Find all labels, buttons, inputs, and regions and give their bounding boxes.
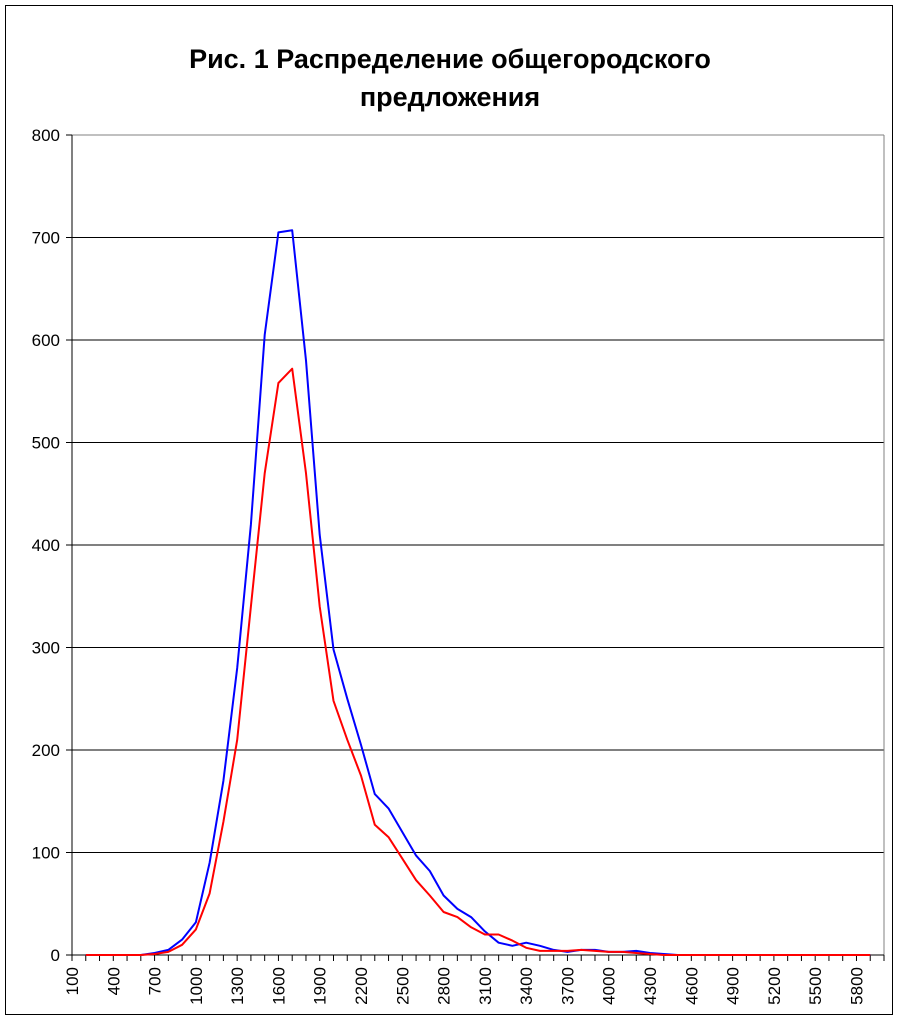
y-tick-label: 200	[32, 741, 60, 760]
y-tick-label: 300	[32, 639, 60, 658]
x-tick-label: 400	[104, 967, 123, 995]
x-tick-label: 4600	[682, 967, 701, 1005]
axis-layer	[66, 134, 885, 961]
x-tick-label: 2800	[435, 967, 454, 1005]
x-tick-label: 700	[146, 967, 165, 995]
y-tick-label: 400	[32, 536, 60, 555]
x-tick-label: 2200	[352, 967, 371, 1005]
x-tick-label: 3100	[476, 967, 495, 1005]
series-line-2	[85, 367, 871, 956]
x-tick-label: 5500	[806, 967, 825, 1005]
x-tick-label: 1300	[228, 967, 247, 1005]
x-tick-label: 2500	[393, 967, 412, 1005]
series-line-1	[85, 229, 871, 956]
x-tick-label: 5200	[765, 967, 784, 1005]
x-tick-label: 4000	[600, 967, 619, 1005]
x-tick-label: 1600	[269, 967, 288, 1005]
x-tick-label: 3400	[517, 967, 536, 1005]
x-tick-label: 4300	[641, 967, 660, 1005]
y-tick-label: 0	[51, 946, 60, 965]
y-tick-label: 800	[32, 126, 60, 145]
y-tick-label: 600	[32, 331, 60, 350]
y-tick-label: 700	[32, 229, 60, 248]
y-tick-label: 500	[32, 434, 60, 453]
x-tick-label: 3700	[558, 967, 577, 1005]
series-layer	[85, 229, 871, 956]
x-tick-label: 100	[63, 967, 82, 995]
x-tick-label: 5800	[847, 967, 866, 1005]
x-tick-label: 4900	[724, 967, 743, 1005]
chart-title: Рис. 1 Распределение общегородского пред…	[189, 44, 711, 112]
x-tick-label: 1000	[187, 967, 206, 1005]
y-tick-label: 100	[32, 844, 60, 863]
grid-layer	[72, 134, 885, 955]
x-tick-label: 1900	[311, 967, 330, 1005]
chart-frame	[5, 5, 893, 1015]
